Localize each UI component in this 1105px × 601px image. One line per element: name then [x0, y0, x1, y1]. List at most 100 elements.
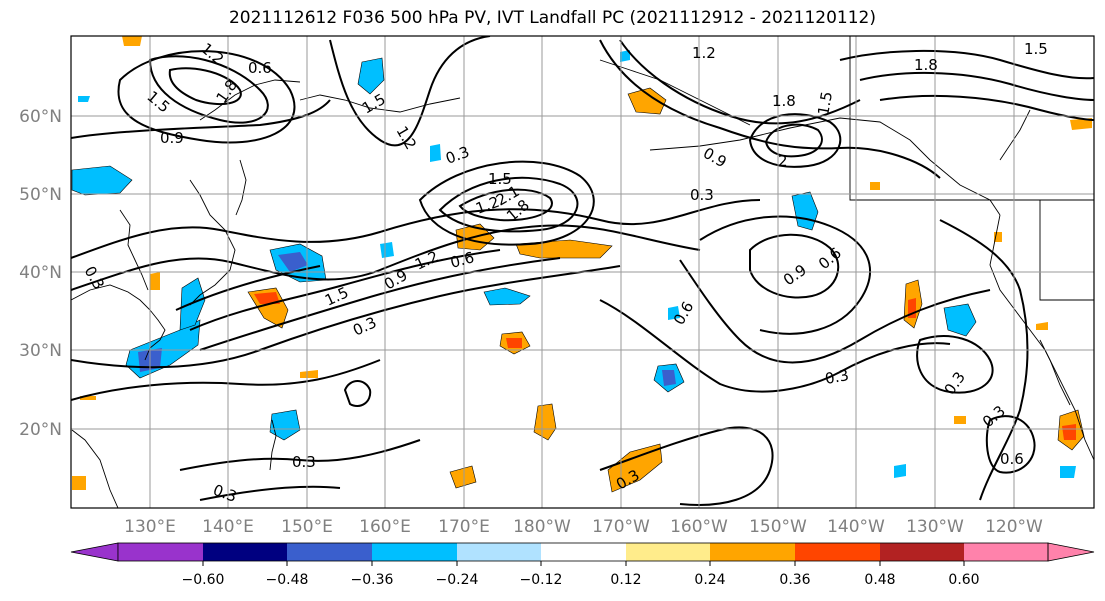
pv-contour — [764, 123, 823, 158]
pv-contour — [179, 439, 421, 471]
pv-contour — [599, 426, 774, 506]
shade-patch — [515, 239, 613, 259]
lon-axis: 130°E 140°E 150°E 160°E 170°E 180°W 170°… — [124, 517, 1043, 537]
shade-patch — [668, 306, 680, 320]
colorbar-segment — [795, 543, 880, 561]
pv-contour — [148, 55, 269, 124]
pv-contour — [438, 176, 579, 233]
pv-contour — [71, 224, 701, 291]
colorbar-tick-label: −0.24 — [436, 572, 479, 588]
gridlines — [71, 36, 1094, 508]
contour-layer — [71, 36, 1094, 506]
lon-label: 130°W — [906, 517, 964, 537]
lon-label: 170°W — [592, 517, 650, 537]
pv-contour — [916, 335, 994, 394]
shade-patch — [662, 370, 676, 386]
colorbar-extend-low — [70, 542, 119, 562]
colorbar-segment — [541, 543, 626, 561]
shade-patch — [449, 465, 477, 489]
shade-patch — [943, 303, 977, 337]
pv-contour — [679, 259, 991, 364]
coastline — [599, 59, 751, 126]
shade-patch — [254, 292, 280, 304]
map-area: 0.6 1.2 1.5 1.8 0.9 1.5 1.2 1.8 2.1 1.5 … — [71, 36, 1094, 508]
pv-contour — [939, 219, 1029, 501]
lat-label: 60°N — [19, 107, 62, 127]
coastline — [199, 79, 301, 121]
shade-patch — [1062, 424, 1076, 440]
lat-label: 40°N — [19, 263, 62, 283]
lon-label: 150°E — [281, 517, 333, 537]
coastline — [299, 94, 461, 113]
pv-contour — [329, 36, 491, 147]
colorbar-segment — [287, 543, 372, 561]
contour-label: 0.6 — [448, 248, 476, 272]
pv-contour — [458, 188, 553, 222]
lon-label: 140°E — [202, 517, 254, 537]
lon-label: 160°E — [359, 517, 411, 537]
coastline — [189, 179, 236, 306]
contour-label: 0.6 — [248, 59, 272, 77]
shade-patch — [71, 165, 133, 196]
colorbar-tick-label: 0.36 — [779, 572, 810, 588]
pv-contour — [117, 50, 296, 144]
colorbar-segment — [203, 543, 287, 561]
contour-label: 2 — [778, 152, 788, 170]
pv-contour — [71, 99, 331, 139]
lon-label: 170°E — [438, 517, 490, 537]
contour-label: 0.9 — [160, 129, 184, 147]
lat-label: 50°N — [19, 185, 62, 205]
pv-contour — [199, 257, 561, 351]
contour-label: 1.5 — [1024, 40, 1048, 58]
shade-patch — [533, 403, 557, 441]
pv-contour — [71, 199, 761, 259]
shade-patch — [78, 96, 90, 102]
contour-label: 1.5 — [488, 170, 512, 188]
colorbar-tick-label: 0.24 — [694, 572, 725, 588]
pv-contour — [839, 49, 1094, 80]
lon-label: 130°E — [124, 517, 176, 537]
contour-label: 1.8 — [914, 56, 938, 74]
shade-patch — [506, 338, 522, 348]
shade-patch — [1060, 466, 1076, 478]
shade-patch — [72, 476, 86, 490]
colorbar-tick-label: −0.60 — [182, 572, 225, 588]
pv-contour — [71, 359, 381, 401]
shade-patch — [122, 36, 142, 46]
lon-label: 180°W — [513, 517, 571, 537]
colorbar-tick-label: 0.60 — [948, 572, 979, 588]
colorbar-extend-high — [1047, 542, 1095, 562]
colorbar-segment — [626, 543, 710, 561]
pv-contour — [189, 249, 501, 331]
pv-contour — [879, 94, 1094, 121]
contour-label: 0.3 — [690, 186, 714, 204]
pv-contour — [599, 39, 941, 179]
lat-label: 30°N — [19, 341, 62, 361]
shade-patch — [620, 50, 630, 62]
pv-contour — [175, 265, 321, 311]
shade-patch — [179, 277, 206, 331]
pv-contour — [749, 233, 840, 299]
colorbar-segment — [118, 543, 203, 561]
pv-contour — [199, 485, 341, 501]
shade-patch — [1070, 118, 1092, 130]
coastline — [1039, 200, 1094, 301]
contour-label: 0.6 — [1000, 450, 1024, 468]
colorbar: −0.60 −0.48 −0.36 −0.24 −0.12 0.12 0.24 … — [70, 542, 1095, 588]
colorbar-tick-label: −0.12 — [520, 572, 563, 588]
contour-label: 1.5 — [814, 90, 836, 117]
coastline — [999, 109, 1031, 161]
colorbar-segment — [964, 543, 1048, 561]
map-title: 2021112612 F036 500 hPa PV, IVT Landfall… — [228, 8, 876, 28]
colorbar-tick-label: 0.12 — [610, 572, 641, 588]
contour-label: 1.2 — [692, 44, 716, 62]
lat-label: 20°N — [19, 420, 62, 440]
coastline — [989, 214, 1094, 461]
lat-axis: 60°N 50°N 40°N 30°N 20°N — [19, 107, 62, 440]
coastline — [71, 429, 119, 508]
coastline — [849, 36, 1094, 201]
pv-contour — [418, 160, 595, 246]
contour-label: 0.3 — [824, 366, 851, 388]
lon-label: 160°W — [670, 517, 728, 537]
pv-contour — [859, 71, 1094, 101]
